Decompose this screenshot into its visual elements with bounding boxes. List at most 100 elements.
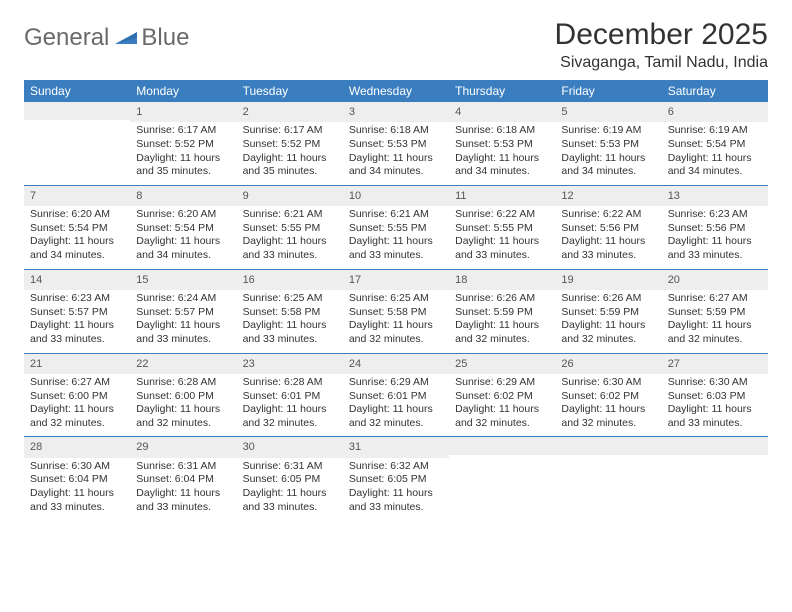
sunrise-text: Sunrise: 6:19 AM bbox=[668, 124, 762, 138]
daylight-text: Daylight: 11 hours and 33 minutes. bbox=[243, 319, 337, 346]
day-content: Sunrise: 6:18 AMSunset: 5:53 PMDaylight:… bbox=[449, 123, 555, 185]
day-content: Sunrise: 6:19 AMSunset: 5:54 PMDaylight:… bbox=[662, 123, 768, 185]
sunset-text: Sunset: 5:54 PM bbox=[136, 222, 230, 236]
day-number: 11 bbox=[449, 186, 555, 206]
sunrise-text: Sunrise: 6:30 AM bbox=[30, 460, 124, 474]
day-content: Sunrise: 6:23 AMSunset: 5:57 PMDaylight:… bbox=[24, 291, 130, 353]
sunset-text: Sunset: 5:59 PM bbox=[668, 306, 762, 320]
calendar-day-cell bbox=[555, 437, 661, 520]
sunset-text: Sunset: 5:59 PM bbox=[561, 306, 655, 320]
calendar-day-cell: 7Sunrise: 6:20 AMSunset: 5:54 PMDaylight… bbox=[24, 185, 130, 269]
sunrise-text: Sunrise: 6:32 AM bbox=[349, 460, 443, 474]
day-header: Wednesday bbox=[343, 80, 449, 102]
sunrise-text: Sunrise: 6:28 AM bbox=[243, 376, 337, 390]
sunset-text: Sunset: 5:53 PM bbox=[455, 138, 549, 152]
day-number: 2 bbox=[237, 102, 343, 122]
day-number: 5 bbox=[555, 102, 661, 122]
sunset-text: Sunset: 5:59 PM bbox=[455, 306, 549, 320]
calendar-day-cell: 27Sunrise: 6:30 AMSunset: 6:03 PMDayligh… bbox=[662, 353, 768, 437]
sunset-text: Sunset: 5:57 PM bbox=[136, 306, 230, 320]
calendar-day-cell: 18Sunrise: 6:26 AMSunset: 5:59 PMDayligh… bbox=[449, 269, 555, 353]
brand-logo: General Blue bbox=[24, 18, 189, 52]
day-number bbox=[449, 437, 555, 455]
day-number: 13 bbox=[662, 186, 768, 206]
day-number: 22 bbox=[130, 354, 236, 374]
sunrise-text: Sunrise: 6:23 AM bbox=[668, 208, 762, 222]
calendar-day-cell: 15Sunrise: 6:24 AMSunset: 5:57 PMDayligh… bbox=[130, 269, 236, 353]
day-number: 17 bbox=[343, 270, 449, 290]
day-content: Sunrise: 6:31 AMSunset: 6:05 PMDaylight:… bbox=[237, 459, 343, 521]
sunrise-text: Sunrise: 6:26 AM bbox=[561, 292, 655, 306]
sunset-text: Sunset: 5:55 PM bbox=[349, 222, 443, 236]
calendar-day-cell: 17Sunrise: 6:25 AMSunset: 5:58 PMDayligh… bbox=[343, 269, 449, 353]
sunrise-text: Sunrise: 6:17 AM bbox=[136, 124, 230, 138]
calendar-day-cell: 28Sunrise: 6:30 AMSunset: 6:04 PMDayligh… bbox=[24, 437, 130, 520]
daylight-text: Daylight: 11 hours and 32 minutes. bbox=[455, 403, 549, 430]
daylight-text: Daylight: 11 hours and 34 minutes. bbox=[136, 235, 230, 262]
sunrise-text: Sunrise: 6:18 AM bbox=[455, 124, 549, 138]
day-content: Sunrise: 6:17 AMSunset: 5:52 PMDaylight:… bbox=[130, 123, 236, 185]
sunset-text: Sunset: 5:56 PM bbox=[561, 222, 655, 236]
day-content: Sunrise: 6:28 AMSunset: 6:00 PMDaylight:… bbox=[130, 375, 236, 437]
calendar-day-cell bbox=[662, 437, 768, 520]
calendar-day-cell: 5Sunrise: 6:19 AMSunset: 5:53 PMDaylight… bbox=[555, 102, 661, 185]
day-number: 4 bbox=[449, 102, 555, 122]
sunset-text: Sunset: 6:02 PM bbox=[455, 390, 549, 404]
calendar-week-row: 1Sunrise: 6:17 AMSunset: 5:52 PMDaylight… bbox=[24, 102, 768, 185]
day-number: 1 bbox=[130, 102, 236, 122]
daylight-text: Daylight: 11 hours and 35 minutes. bbox=[136, 152, 230, 179]
day-number: 3 bbox=[343, 102, 449, 122]
calendar-day-cell: 12Sunrise: 6:22 AMSunset: 5:56 PMDayligh… bbox=[555, 185, 661, 269]
sunset-text: Sunset: 5:53 PM bbox=[349, 138, 443, 152]
sunset-text: Sunset: 5:54 PM bbox=[30, 222, 124, 236]
sunset-text: Sunset: 5:56 PM bbox=[668, 222, 762, 236]
day-number: 21 bbox=[24, 354, 130, 374]
day-number: 16 bbox=[237, 270, 343, 290]
daylight-text: Daylight: 11 hours and 32 minutes. bbox=[136, 403, 230, 430]
sunset-text: Sunset: 5:54 PM bbox=[668, 138, 762, 152]
daylight-text: Daylight: 11 hours and 32 minutes. bbox=[30, 403, 124, 430]
day-number bbox=[555, 437, 661, 455]
day-header: Thursday bbox=[449, 80, 555, 102]
day-number: 18 bbox=[449, 270, 555, 290]
day-number: 14 bbox=[24, 270, 130, 290]
day-number: 9 bbox=[237, 186, 343, 206]
brand-triangle-icon bbox=[115, 28, 137, 49]
daylight-text: Daylight: 11 hours and 32 minutes. bbox=[349, 403, 443, 430]
calendar-day-cell: 1Sunrise: 6:17 AMSunset: 5:52 PMDaylight… bbox=[130, 102, 236, 185]
sunset-text: Sunset: 6:05 PM bbox=[243, 473, 337, 487]
day-header: Sunday bbox=[24, 80, 130, 102]
sunrise-text: Sunrise: 6:22 AM bbox=[455, 208, 549, 222]
day-number: 27 bbox=[662, 354, 768, 374]
sunrise-text: Sunrise: 6:21 AM bbox=[349, 208, 443, 222]
day-content: Sunrise: 6:25 AMSunset: 5:58 PMDaylight:… bbox=[237, 291, 343, 353]
day-content: Sunrise: 6:17 AMSunset: 5:52 PMDaylight:… bbox=[237, 123, 343, 185]
daylight-text: Daylight: 11 hours and 32 minutes. bbox=[668, 319, 762, 346]
day-number: 29 bbox=[130, 437, 236, 457]
day-content: Sunrise: 6:23 AMSunset: 5:56 PMDaylight:… bbox=[662, 207, 768, 269]
brand-part1: General bbox=[24, 24, 109, 52]
day-number: 28 bbox=[24, 437, 130, 457]
day-content: Sunrise: 6:18 AMSunset: 5:53 PMDaylight:… bbox=[343, 123, 449, 185]
sunrise-text: Sunrise: 6:21 AM bbox=[243, 208, 337, 222]
day-content: Sunrise: 6:22 AMSunset: 5:55 PMDaylight:… bbox=[449, 207, 555, 269]
sunrise-text: Sunrise: 6:30 AM bbox=[561, 376, 655, 390]
day-number bbox=[662, 437, 768, 455]
daylight-text: Daylight: 11 hours and 33 minutes. bbox=[455, 235, 549, 262]
sunrise-text: Sunrise: 6:26 AM bbox=[455, 292, 549, 306]
daylight-text: Daylight: 11 hours and 32 minutes. bbox=[561, 403, 655, 430]
day-header: Friday bbox=[555, 80, 661, 102]
day-content: Sunrise: 6:19 AMSunset: 5:53 PMDaylight:… bbox=[555, 123, 661, 185]
calendar-day-cell: 22Sunrise: 6:28 AMSunset: 6:00 PMDayligh… bbox=[130, 353, 236, 437]
calendar-day-cell: 8Sunrise: 6:20 AMSunset: 5:54 PMDaylight… bbox=[130, 185, 236, 269]
calendar-day-cell: 30Sunrise: 6:31 AMSunset: 6:05 PMDayligh… bbox=[237, 437, 343, 520]
calendar-day-cell: 10Sunrise: 6:21 AMSunset: 5:55 PMDayligh… bbox=[343, 185, 449, 269]
sunset-text: Sunset: 5:58 PM bbox=[349, 306, 443, 320]
day-content: Sunrise: 6:30 AMSunset: 6:02 PMDaylight:… bbox=[555, 375, 661, 437]
sunrise-text: Sunrise: 6:29 AM bbox=[349, 376, 443, 390]
sunset-text: Sunset: 6:00 PM bbox=[136, 390, 230, 404]
calendar-day-cell: 20Sunrise: 6:27 AMSunset: 5:59 PMDayligh… bbox=[662, 269, 768, 353]
calendar-day-cell: 19Sunrise: 6:26 AMSunset: 5:59 PMDayligh… bbox=[555, 269, 661, 353]
day-number: 12 bbox=[555, 186, 661, 206]
calendar-day-cell: 6Sunrise: 6:19 AMSunset: 5:54 PMDaylight… bbox=[662, 102, 768, 185]
